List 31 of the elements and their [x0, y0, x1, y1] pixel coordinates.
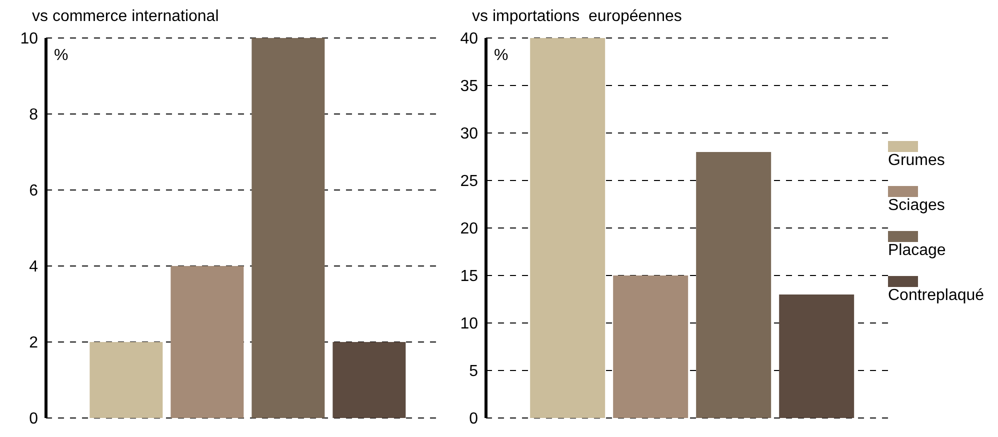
chart-title: vs importations européennes	[471, 8, 683, 27]
y-tick-label: 40	[460, 30, 478, 48]
y-tick-label: 0	[469, 410, 478, 428]
legend-label: Sciages	[888, 197, 946, 215]
y-tick-label: 35	[460, 78, 478, 96]
y-tick-label: 0	[29, 410, 38, 428]
y-tick-label: 8	[29, 106, 38, 124]
y-tick-label: 25	[460, 173, 478, 190]
y-tick-label: 15	[460, 268, 478, 286]
y-tick-label: 6	[29, 182, 38, 200]
y-tick-label: 30	[460, 126, 478, 143]
bar	[170, 266, 244, 418]
legend-label: Placage	[888, 242, 947, 260]
bar	[613, 276, 688, 418]
y-axis-title: %	[494, 47, 508, 64]
y-tick-label: 4	[29, 258, 38, 276]
y-axis-title: %	[54, 47, 68, 64]
y-tick-label: 10	[20, 30, 38, 48]
bar	[696, 152, 772, 418]
chart-title: vs commerce international	[31, 8, 220, 27]
bar	[332, 342, 406, 418]
bar	[252, 38, 325, 418]
y-tick-label: 10	[460, 316, 478, 333]
bar	[530, 38, 606, 418]
y-tick-label: 2	[29, 334, 38, 352]
legend-label: Contreplaqué	[888, 287, 986, 305]
bar	[779, 294, 854, 418]
bar	[90, 342, 163, 418]
y-tick-label: 20	[460, 220, 478, 238]
y-tick-label: 5	[469, 363, 478, 380]
legend-label: Grumes	[888, 152, 946, 170]
